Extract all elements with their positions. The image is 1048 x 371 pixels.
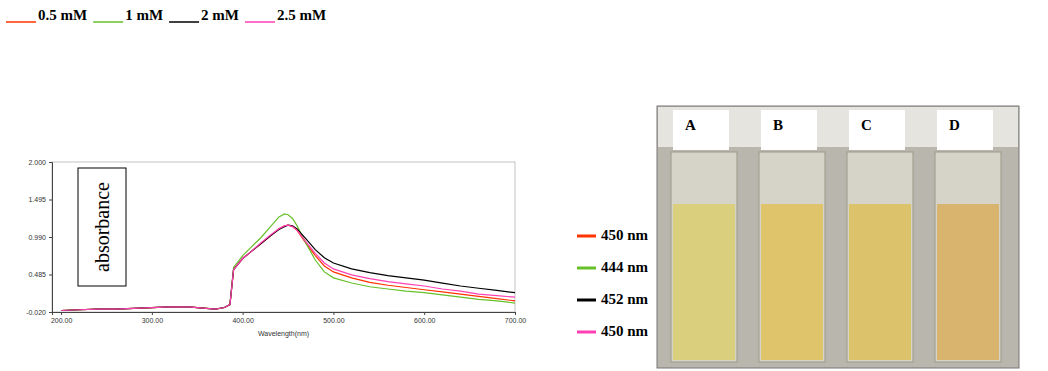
header-label: 2 mM [201,7,239,23]
tick-label: 2.000 [28,159,46,166]
axis-line [53,313,516,316]
tick: 0.990 [28,234,52,241]
label-card [849,110,905,150]
legend-swatch [577,299,596,302]
tick: 300.00 [142,312,164,324]
tick-label: 700.00 [505,317,527,324]
series-line [61,214,515,311]
y-axis: -0.020 0.485 0.990 1.495 2.000 [26,159,52,316]
tick-label: 500.00 [323,317,345,324]
tick-mark [333,312,334,315]
tick: 2.000 [28,159,52,166]
cuvette-glass [671,152,737,362]
cuvette-liquid [673,204,735,360]
legend: 450 nm 444 nm 452 nm 450 nm [577,227,649,339]
axis-line [49,163,53,313]
tick-mark [515,312,516,315]
tick: 400.00 [232,312,254,324]
label-card [673,110,729,150]
tick-label: 600.00 [414,317,436,324]
tick-mark [243,312,244,315]
tick-label: 300.00 [142,317,164,324]
legend-swatch [577,235,596,238]
tick-mark [424,312,425,315]
tick-label: 0.990 [28,234,46,241]
x-axis-title: Wavelength(nm) [258,330,309,338]
tick-label: 1.495 [28,196,46,203]
canvas: 0.5 mM 1 mM 2 mM 2.5 mM 200.00 300.00 400.00 50… [0,0,1048,371]
legend-swatch [577,267,596,270]
tick-mark [49,200,52,201]
tick-label: 400.00 [232,317,254,324]
label-card [761,110,817,150]
series-line [61,225,515,310]
label-card [937,110,993,150]
legend-label: 450 nm [601,227,649,243]
y-axis-title-box [78,168,126,286]
tick: 1.495 [28,196,52,203]
plot-frame [52,162,515,312]
tick: 0.485 [28,271,52,278]
cuvette-liquid [937,204,999,360]
tick-label: 0.485 [28,271,46,278]
legend-swatch [577,331,596,334]
cuvette-label: B [773,117,783,133]
series-line [61,225,515,310]
header-swatch [245,21,275,23]
tick-mark [49,237,52,238]
tick: 500.00 [323,312,345,324]
legend-label: 450 nm [601,323,649,339]
tick-mark [49,312,52,313]
tick: 600.00 [414,312,436,324]
header-legend: 0.5 mM 1 mM 2 mM 2.5 mM [6,7,326,23]
x-axis: 200.00 300.00 400.00 500.00 600.00 700.00 [51,312,526,324]
header-label: 2.5 mM [277,7,326,23]
tick-label: 200.00 [51,317,73,324]
cuvette-glass [759,152,825,362]
tick-mark [49,275,52,276]
cuvette-glass [847,152,913,362]
tick: 200.00 [51,312,73,324]
photo-frame [657,106,1019,368]
y-axis-title: absorbance [91,182,113,272]
photo: A B C D [657,106,1019,368]
cuvette-liquid [761,204,823,360]
header-swatch [93,21,123,23]
cuvette-liquid [849,204,911,360]
series-line [61,225,515,310]
cuvette-label: C [861,117,872,133]
header-swatch [169,21,199,23]
legend-label: 452 nm [601,291,649,307]
cuvette-label: A [685,117,696,133]
tick-label: -0.020 [26,309,46,316]
tick: -0.020 [26,309,52,316]
legend-label: 444 nm [601,259,649,275]
header-label: 1 mM [125,7,163,23]
header-label: 0.5 mM [38,7,87,23]
plot-area [61,214,515,311]
cuvette-glass [935,152,1001,362]
cuvette-label: D [949,117,960,133]
tick-mark [152,312,153,315]
tick-mark [61,312,62,315]
tick: 700.00 [505,312,527,324]
header-swatch [6,21,36,23]
tick-mark [49,162,52,163]
